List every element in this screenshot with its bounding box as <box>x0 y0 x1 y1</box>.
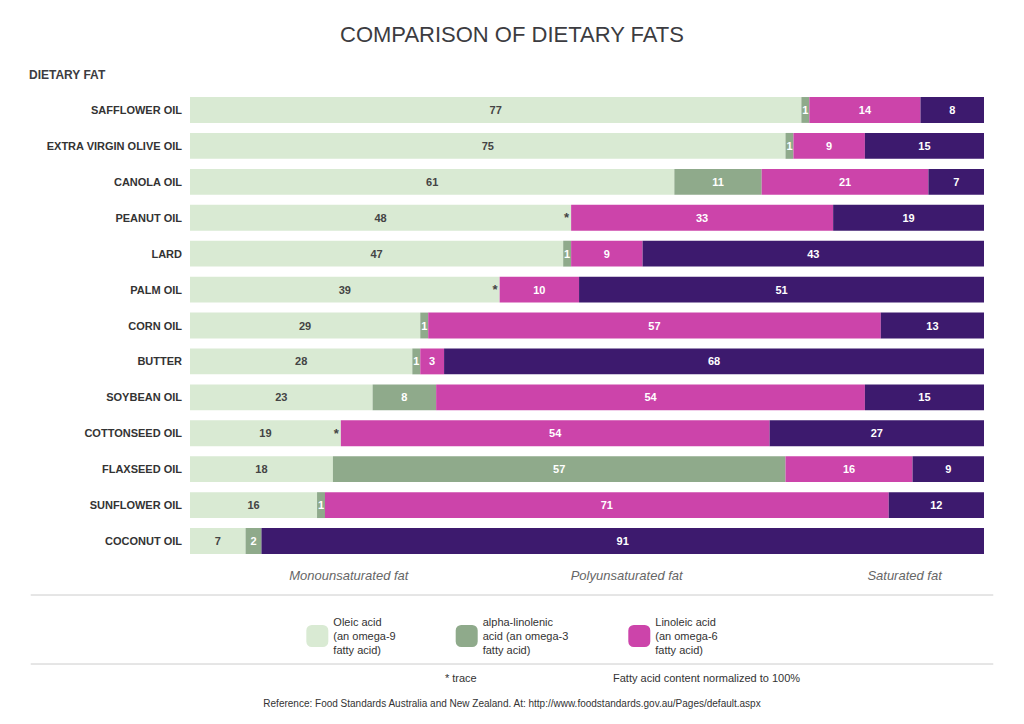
svg-text:29: 29 <box>299 320 311 332</box>
svg-text:Reference: Food Standards Aust: Reference: Food Standards Australia and … <box>263 698 760 709</box>
svg-text:BUTTER: BUTTER <box>137 355 182 367</box>
svg-text:75: 75 <box>482 140 494 152</box>
svg-text:fatty acid): fatty acid) <box>655 644 703 656</box>
svg-text:51: 51 <box>775 284 787 296</box>
svg-text:Saturated fat: Saturated fat <box>867 568 943 583</box>
svg-text:91: 91 <box>617 535 629 547</box>
svg-text:7: 7 <box>953 176 959 188</box>
svg-text:* trace: * trace <box>445 672 477 684</box>
svg-text:3: 3 <box>429 355 435 367</box>
svg-text:1: 1 <box>564 248 570 260</box>
svg-text:68: 68 <box>708 355 720 367</box>
svg-text:12: 12 <box>930 499 942 511</box>
svg-text:SOYBEAN OIL: SOYBEAN OIL <box>106 391 182 403</box>
svg-text:*: * <box>334 426 340 441</box>
svg-text:1: 1 <box>318 499 324 511</box>
svg-text:*: * <box>493 282 499 297</box>
svg-text:9: 9 <box>945 463 951 475</box>
svg-text:COMPARISON OF DIETARY FATS: COMPARISON OF DIETARY FATS <box>340 22 684 47</box>
svg-text:alpha-linolenic: alpha-linolenic <box>483 616 554 628</box>
svg-text:Polyunsaturated fat: Polyunsaturated fat <box>571 568 684 583</box>
svg-text:LARD: LARD <box>151 248 182 260</box>
svg-text:1: 1 <box>413 355 419 367</box>
svg-text:1: 1 <box>802 104 808 116</box>
svg-text:CANOLA OIL: CANOLA OIL <box>114 176 182 188</box>
svg-text:47: 47 <box>370 248 382 260</box>
svg-text:18: 18 <box>255 463 267 475</box>
svg-text:Linoleic acid: Linoleic acid <box>655 616 716 628</box>
svg-text:16: 16 <box>843 463 855 475</box>
svg-text:21: 21 <box>839 176 851 188</box>
svg-text:2: 2 <box>250 535 256 547</box>
svg-text:54: 54 <box>549 427 562 439</box>
svg-text:8: 8 <box>949 104 955 116</box>
svg-text:EXTRA VIRGIN OLIVE OIL: EXTRA VIRGIN OLIVE OIL <box>47 140 183 152</box>
svg-text:acid (an omega-3: acid (an omega-3 <box>483 630 569 642</box>
svg-text:COCONUT OIL: COCONUT OIL <box>105 535 182 547</box>
svg-text:PALM OIL: PALM OIL <box>130 284 182 296</box>
svg-text:57: 57 <box>648 320 660 332</box>
svg-text:19: 19 <box>902 212 914 224</box>
svg-text:43: 43 <box>807 248 819 260</box>
svg-text:27: 27 <box>871 427 883 439</box>
svg-text:57: 57 <box>553 463 565 475</box>
svg-text:8: 8 <box>401 391 407 403</box>
svg-text:SAFFLOWER OIL: SAFFLOWER OIL <box>91 104 182 116</box>
svg-text:61: 61 <box>426 176 438 188</box>
svg-text:54: 54 <box>644 391 657 403</box>
svg-text:DIETARY FAT: DIETARY FAT <box>29 68 106 82</box>
svg-text:7: 7 <box>215 535 221 547</box>
svg-text:23: 23 <box>275 391 287 403</box>
svg-text:(an omega-6: (an omega-6 <box>655 630 717 642</box>
svg-text:PEANUT OIL: PEANUT OIL <box>115 212 182 224</box>
svg-text:1: 1 <box>421 320 427 332</box>
svg-text:33: 33 <box>696 212 708 224</box>
svg-text:Fatty acid content normalized: Fatty acid content normalized to 100% <box>613 672 800 684</box>
svg-text:*: * <box>564 210 570 225</box>
svg-text:9: 9 <box>826 140 832 152</box>
svg-text:fatty acid): fatty acid) <box>333 644 381 656</box>
svg-text:39: 39 <box>339 284 351 296</box>
svg-text:28: 28 <box>295 355 307 367</box>
svg-text:Oleic acid: Oleic acid <box>333 616 381 628</box>
svg-text:15: 15 <box>918 140 930 152</box>
svg-text:10: 10 <box>533 284 545 296</box>
svg-text:19: 19 <box>259 427 271 439</box>
svg-text:48: 48 <box>374 212 386 224</box>
svg-text:FLAXSEED OIL: FLAXSEED OIL <box>102 463 182 475</box>
svg-text:CORN OIL: CORN OIL <box>128 320 182 332</box>
svg-text:COTTONSEED OIL: COTTONSEED OIL <box>84 427 182 439</box>
svg-text:(an omega-9: (an omega-9 <box>333 630 395 642</box>
svg-text:fatty acid): fatty acid) <box>483 644 531 656</box>
svg-text:Monounsaturated fat: Monounsaturated fat <box>289 568 410 583</box>
svg-text:9: 9 <box>604 248 610 260</box>
svg-text:15: 15 <box>918 391 930 403</box>
svg-text:1: 1 <box>786 140 792 152</box>
svg-text:13: 13 <box>926 320 938 332</box>
svg-text:16: 16 <box>247 499 259 511</box>
svg-text:SUNFLOWER OIL: SUNFLOWER OIL <box>90 499 183 511</box>
svg-text:71: 71 <box>601 499 613 511</box>
svg-text:11: 11 <box>712 176 724 188</box>
svg-text:14: 14 <box>859 104 872 116</box>
svg-text:77: 77 <box>490 104 502 116</box>
